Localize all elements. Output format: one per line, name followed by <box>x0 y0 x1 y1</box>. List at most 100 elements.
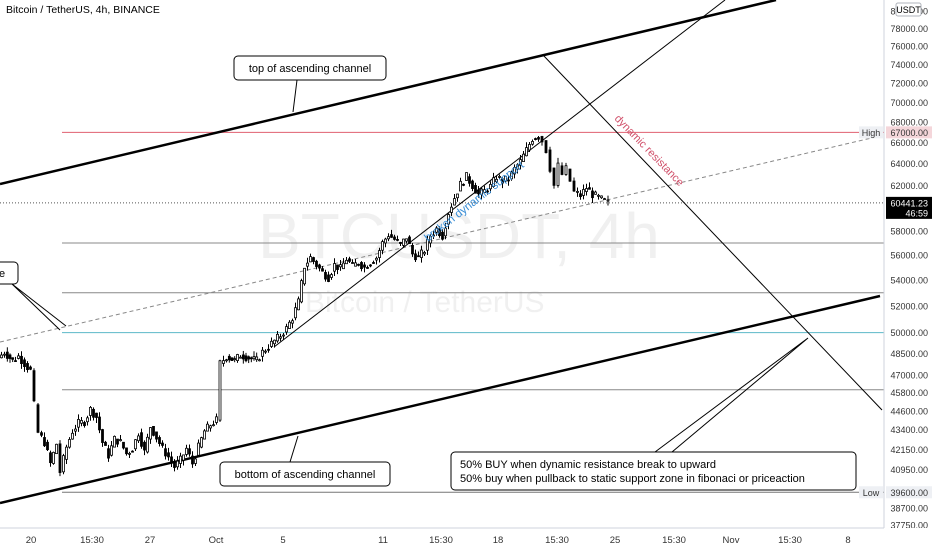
price-tick-label: 68000.00 <box>890 118 928 128</box>
candle-down <box>29 366 32 370</box>
annotation-note-box[interactable] <box>450 451 857 491</box>
candle-down <box>152 425 155 436</box>
candle-down <box>58 443 62 473</box>
candle-up <box>206 423 209 432</box>
candle-up <box>255 356 259 361</box>
candle-down <box>230 357 234 361</box>
time-tick-label: 5 <box>280 535 285 546</box>
candle-up <box>288 321 291 329</box>
candle-down <box>8 354 12 359</box>
candle-up <box>185 447 188 455</box>
candle-up <box>291 320 294 324</box>
candle-up <box>333 263 336 272</box>
candle-down <box>414 253 417 261</box>
candle-up <box>456 193 459 199</box>
candle-down <box>125 447 128 455</box>
price-tick-label: 64000.00 <box>890 159 928 169</box>
candle-down <box>351 262 354 264</box>
annotation-note-pointer <box>654 337 809 453</box>
candle-up <box>110 445 113 456</box>
candle-down <box>336 264 339 270</box>
candle-up <box>300 280 303 303</box>
candle-up <box>264 350 267 353</box>
candle-down <box>548 149 552 172</box>
time-tick-label: 15:30 <box>429 535 453 546</box>
annotation-left-pointer <box>11 283 67 331</box>
candle-down <box>26 363 29 371</box>
time-tick-label: 15:30 <box>778 535 802 546</box>
candle-up <box>556 162 560 186</box>
annotation-bottom-box[interactable] <box>219 461 391 487</box>
candle-up <box>270 340 273 347</box>
candle-down <box>32 370 36 402</box>
candle-up <box>222 360 225 364</box>
candle-up <box>450 206 453 213</box>
price-axis-panel[interactable] <box>884 0 932 528</box>
candle-up <box>218 360 222 421</box>
candle-down <box>572 180 576 192</box>
candle-up <box>423 252 426 255</box>
currency-badge-box[interactable] <box>895 2 922 17</box>
candle-down <box>173 461 176 468</box>
candle-up <box>273 339 276 345</box>
candle-up <box>564 165 568 175</box>
candle-up <box>52 451 55 464</box>
candle-up <box>233 358 237 361</box>
candle-up <box>381 241 384 251</box>
candle-down <box>408 236 411 244</box>
candle-up <box>77 419 80 428</box>
candle-up <box>55 443 58 455</box>
candle-down <box>396 238 399 241</box>
candle-up <box>279 336 282 339</box>
candle-up <box>258 359 261 362</box>
candle-down <box>540 136 544 143</box>
candle-up <box>215 416 218 423</box>
candle-up <box>513 167 516 175</box>
candle-up <box>354 262 357 267</box>
candle-down <box>122 441 125 449</box>
candle-down <box>267 348 270 351</box>
candle-down <box>411 244 414 255</box>
candle-down <box>247 356 251 360</box>
candle-up <box>339 264 342 268</box>
candle-up <box>432 234 435 237</box>
price-tag-value: 67000.00 <box>890 128 928 138</box>
candle-up <box>89 407 92 416</box>
candle-up <box>179 455 182 464</box>
price-tag-label-box <box>859 486 883 499</box>
annotation-bottom-text: bottom of ascending channel <box>235 469 376 481</box>
broken-support-line[interactable] <box>273 0 726 348</box>
candle-up <box>387 236 390 240</box>
annotation-top-box[interactable] <box>233 55 387 81</box>
price-tick-label: 45800.00 <box>890 388 928 398</box>
time-axis-panel[interactable] <box>0 528 932 550</box>
dynamic-resistance-line[interactable] <box>542 54 883 411</box>
candle-up <box>345 259 348 265</box>
annotation-note-line2: 50% buy when pullback to static support … <box>460 473 805 485</box>
time-tick-label: 11 <box>378 535 388 546</box>
candle-up <box>576 191 579 193</box>
candle-down <box>366 267 369 269</box>
candle-up <box>0 354 3 359</box>
candle-up <box>146 436 149 453</box>
candle-up <box>444 227 447 237</box>
annotation-left-box[interactable] <box>0 261 19 285</box>
candle-up <box>405 238 408 242</box>
channel-bottom-line[interactable] <box>0 294 881 505</box>
candle-down <box>537 137 540 140</box>
candle-down <box>131 450 134 453</box>
candle-down <box>104 441 107 446</box>
candle-up <box>261 349 264 357</box>
price-tick-label: 38700.00 <box>890 503 928 513</box>
candle-up <box>134 439 137 450</box>
annotation-note-line1: 50% BUY when dynamic resistance break to… <box>460 459 716 471</box>
channel-top-line[interactable] <box>0 0 777 186</box>
candle-up <box>71 432 74 440</box>
candle-down <box>158 437 161 444</box>
candle-down <box>507 179 510 182</box>
candle-down <box>191 455 194 465</box>
price-tag-label: High <box>862 128 881 138</box>
candle-down <box>40 432 43 436</box>
